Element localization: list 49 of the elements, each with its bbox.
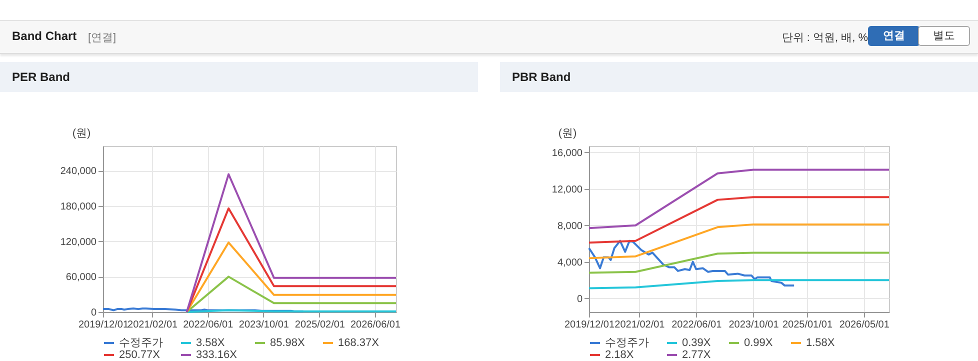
legend-label: 3.58X [196,337,226,349]
legend-label: 0.39X [682,337,712,349]
toggle-button: 연결 [868,26,920,46]
text: [연결] [88,31,116,45]
y-tick-label: 180,000 [60,202,97,213]
text: Band Chart [12,29,77,43]
chart-title: PER Band [0,62,478,92]
y-axis-title: (원) [72,128,91,140]
legend-label: 수정주가 [119,337,163,349]
y-tick-label: 60,000 [66,272,97,284]
line-series [588,279,890,290]
x-tick-label: 2019/12/01 [564,320,615,330]
x-tick-label: 2021/02/01 [614,320,666,330]
y-tick-label: 16,000 [552,148,583,159]
x-tick-label: 2025/01/01 [782,320,833,330]
y-tick-label: 12,000 [552,184,583,196]
x-tick-label: 2026/05/01 [839,320,890,330]
x-tick-label: 2026/06/01 [350,320,401,330]
y-tick-label: 0 [576,294,583,305]
y-tick-label: 120,000 [60,236,97,248]
line-series [588,196,890,244]
x-tick-label: 2022/06/01 [183,320,234,330]
legend-label: 168.37X [338,337,380,349]
chart-title: PBR Band [500,62,978,92]
legend-label: 2.77X [682,349,712,361]
text: 단위 : 억원, 배, % [782,31,868,45]
x-tick-label: 2022/06/01 [672,320,722,330]
y-tick-label: 8,000 [557,220,583,232]
line-series [588,240,796,287]
legend-label: 333.16X [196,349,238,361]
line-series [588,252,890,274]
y-tick-label: 4,000 [557,257,583,268]
legend-label: 85.98X [270,337,306,349]
y-axis-title: (원) [558,128,577,140]
y-tick-label: 240,000 [60,166,97,178]
legend-label: 1.58X [806,337,836,349]
toggle-button-alt: 별도 [918,26,970,46]
x-tick-label: 2023/10/01 [238,320,290,330]
x-tick-label: 2023/10/01 [728,320,780,330]
x-tick-label: 2021/02/01 [128,320,178,330]
line-series [588,168,890,230]
y-tick-label: 0 [90,308,97,318]
legend-label: 2.18X [605,349,634,361]
legend-label: 수정주가 [605,337,649,349]
legend-label: 0.99X [744,337,774,349]
legend-label: 250.77X [119,349,161,361]
line-series [588,223,890,260]
x-tick-label: 2025/02/01 [294,320,346,330]
x-tick-label: 2019/12/01 [78,320,129,330]
